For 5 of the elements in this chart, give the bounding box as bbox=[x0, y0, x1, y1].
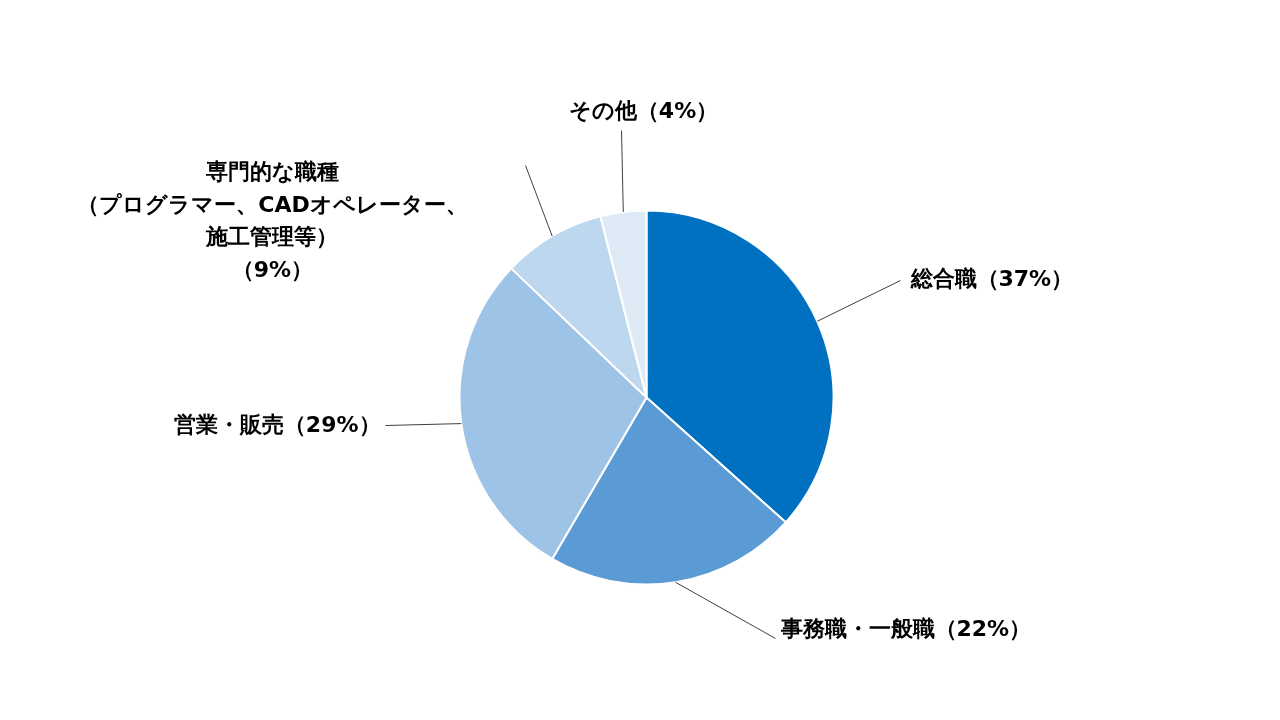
slice-label: 専門的な職種（プログラマー、CADオペレーター、施工管理等）（9%） bbox=[77, 159, 468, 282]
slice-label: 営業・販売（29%） bbox=[173, 412, 381, 437]
slice-label: 総合職（37%） bbox=[909, 266, 1074, 291]
slice-label: 事務職・一般職（22%） bbox=[779, 616, 1032, 641]
slice-label: その他（4%） bbox=[568, 98, 719, 123]
